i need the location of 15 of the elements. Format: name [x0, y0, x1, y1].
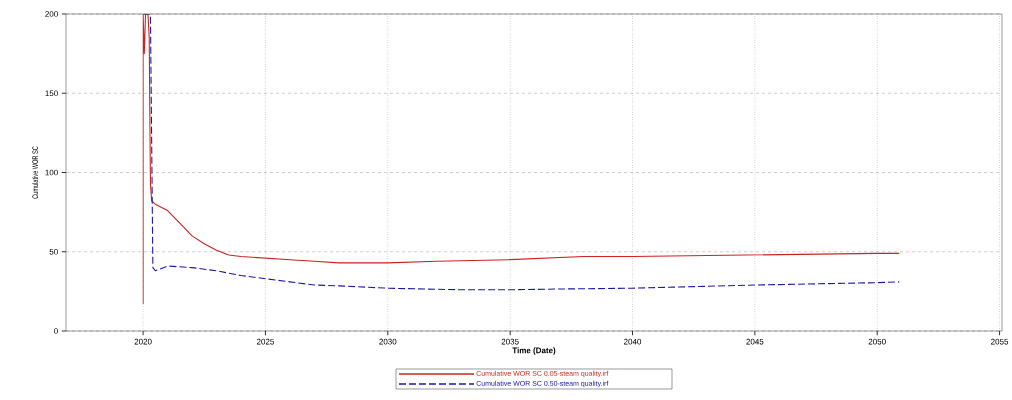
- y-tick-label: 0: [54, 328, 58, 334]
- x-tick-label: 2055: [991, 338, 1009, 345]
- x-tick-label: 2020: [134, 338, 152, 345]
- y-tick-label: 150: [45, 90, 58, 97]
- x-tick-label: 2035: [501, 338, 519, 345]
- x-tick-label: 2050: [868, 338, 886, 345]
- x-tick-label: 2025: [256, 338, 274, 345]
- x-tick-label: 2040: [624, 338, 642, 345]
- x-tick-label: 2045: [746, 338, 764, 345]
- y-tick-label: 50: [49, 248, 58, 255]
- x-tick-label: 2030: [379, 338, 397, 345]
- y-tick-label: 100: [45, 169, 58, 176]
- y-axis-title: Cumulative WOR SC: [32, 146, 38, 199]
- x-axis-title: Time (Date): [512, 347, 556, 355]
- y-tick-label: 200: [45, 11, 58, 17]
